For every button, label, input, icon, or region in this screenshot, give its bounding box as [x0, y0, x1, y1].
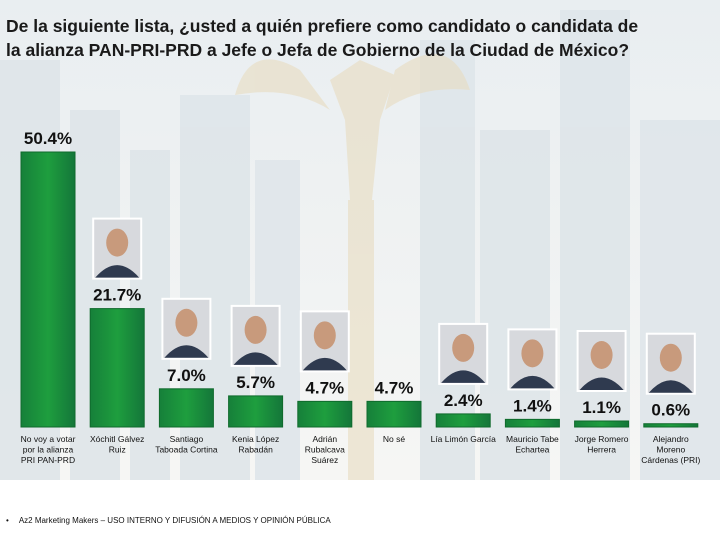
- bar: [20, 151, 76, 428]
- bar: [297, 400, 353, 428]
- data-label: 2.4%: [444, 391, 483, 410]
- category-label: Suárez: [311, 455, 338, 465]
- category-label: Herrera: [587, 445, 616, 455]
- bar: [158, 388, 214, 428]
- candidate-photo: [92, 217, 143, 280]
- data-label: 21.7%: [93, 286, 141, 305]
- footer-bullet: •: [6, 516, 9, 525]
- bar: [366, 400, 422, 428]
- category-label: Xóchitl Gálvez: [90, 434, 144, 444]
- category-label: Moreno: [656, 445, 685, 455]
- title-line-1: De la siguiente lista, ¿usted a quién pr…: [6, 16, 639, 36]
- data-label: 0.6%: [651, 401, 690, 420]
- candidate-photo: [230, 304, 281, 367]
- category-label: Mauricio Tabe: [506, 434, 559, 444]
- category-label: por la alianza: [23, 445, 74, 455]
- bar: [574, 420, 630, 428]
- title-line-2: la alianza PAN-PRI-PRD a Jefe o Jefa de …: [6, 40, 630, 60]
- category-label: Rubalcava: [305, 445, 345, 455]
- data-label: 5.7%: [236, 373, 275, 392]
- bar: [643, 423, 699, 428]
- candidate-photo: [299, 310, 350, 373]
- category-label: No sé: [383, 434, 405, 444]
- bar: [228, 395, 284, 428]
- footer-text: Az2 Marketing Makers – USO INTERNO Y DIF…: [18, 516, 331, 525]
- candidate-photo: [507, 328, 558, 391]
- candidate-photo: [576, 329, 627, 392]
- data-label: 1.1%: [582, 398, 621, 417]
- category-label: Ruiz: [109, 445, 126, 455]
- category-label: Alejandro: [653, 434, 689, 444]
- bar: [504, 418, 560, 428]
- category-label: Kenia López: [232, 434, 279, 444]
- data-label: 7.0%: [167, 366, 206, 385]
- data-label: 1.4%: [513, 396, 552, 415]
- bar: [435, 413, 491, 428]
- footer: • Az2 Marketing Makers – USO INTERNO Y DI…: [6, 516, 331, 525]
- bar: [89, 308, 145, 428]
- category-label: Cárdenas (PRI): [641, 455, 700, 465]
- data-label: 4.7%: [305, 378, 344, 397]
- category-label: Santiago: [170, 434, 204, 444]
- category-label: Rabadán: [238, 445, 273, 455]
- data-label: 50.4%: [24, 129, 72, 148]
- candidate-photo: [645, 332, 696, 395]
- category-label: Taboada Cortina: [155, 445, 218, 455]
- category-label: Jorge Romero: [575, 434, 629, 444]
- category-label: Adrián: [313, 434, 338, 444]
- category-label: Lía Limón García: [431, 434, 496, 444]
- category-label: No voy a votar: [21, 434, 76, 444]
- data-label: 4.7%: [375, 378, 414, 397]
- candidate-photo: [161, 297, 212, 360]
- category-label: Echartea: [515, 445, 549, 455]
- chart-title: De la siguiente lista, ¿usted a quién pr…: [6, 14, 714, 62]
- candidate-photo: [438, 322, 489, 385]
- category-label: PRI PAN-PRD: [21, 455, 75, 465]
